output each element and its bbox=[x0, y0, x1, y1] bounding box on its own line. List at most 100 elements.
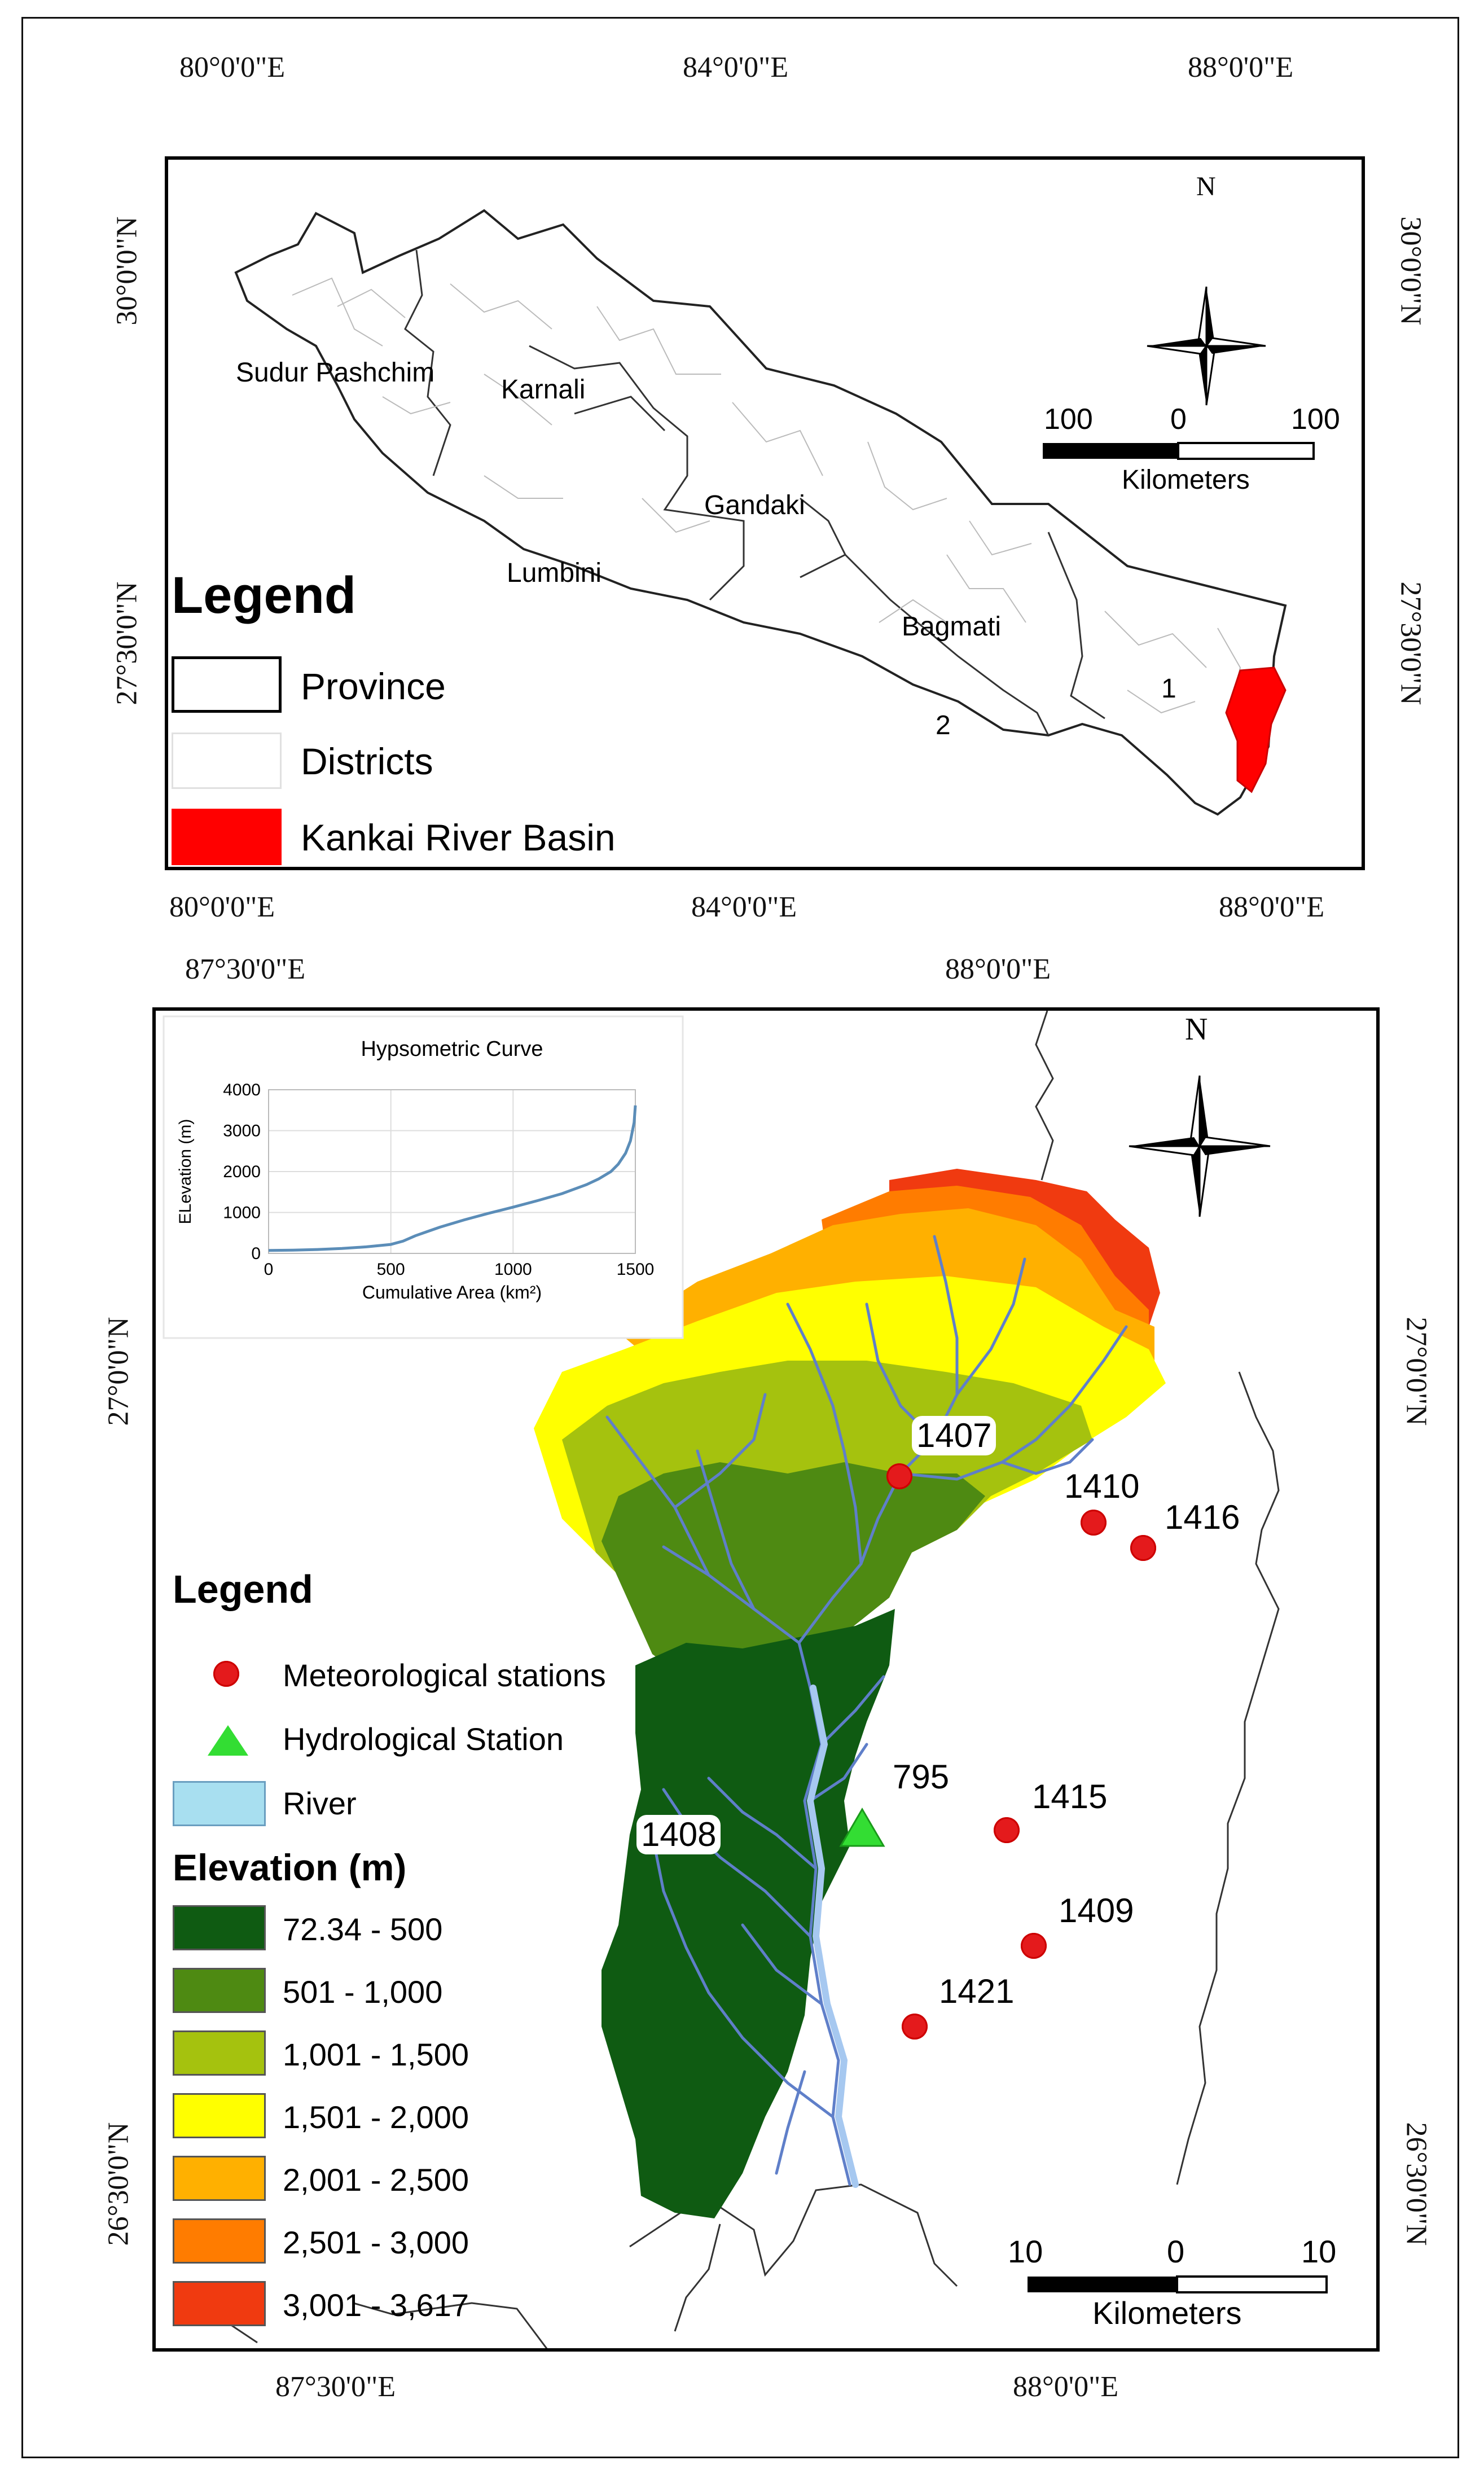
y-tick-label: 0 bbox=[251, 1244, 261, 1263]
elevation-class-label: 72.34 - 500 bbox=[283, 1911, 443, 1947]
bot-lon-label-2: 88°0'0"E bbox=[945, 953, 1051, 985]
met-station-1416-dot bbox=[1130, 1535, 1156, 1561]
elevation-class-swatch bbox=[173, 1968, 266, 2013]
met-station-1421-dot bbox=[902, 2014, 928, 2040]
legend-river-swatch bbox=[173, 1781, 266, 1826]
top-lon-label-1: 80°0'0"E bbox=[179, 51, 286, 84]
y-tick-label: 2000 bbox=[223, 1163, 261, 1181]
province-label-1: 1 bbox=[1161, 674, 1176, 704]
x-axis-label: Cumulative Area (km²) bbox=[362, 1282, 542, 1302]
north-arrow-icon bbox=[1147, 286, 1266, 406]
top-lat-label-left-2: 27°30'0"N bbox=[111, 581, 143, 705]
scale-mid-label: 0 bbox=[1170, 403, 1187, 436]
figure-frame bbox=[21, 17, 1459, 2458]
legend-hydro-label: Hydrological Station bbox=[283, 1721, 564, 1757]
legend-swatch-kankai bbox=[172, 809, 282, 865]
x-tick-label: 1500 bbox=[617, 1260, 655, 1279]
top-map-frame: N 100 0 100 Kilometers Sudur Pashchim Ka… bbox=[165, 156, 1365, 870]
district-boundaries bbox=[292, 277, 1241, 714]
met-station-1409-dot bbox=[1021, 1933, 1047, 1959]
bottom-north-label: N bbox=[1185, 1012, 1208, 1047]
province-label-gandaki: Gandaki bbox=[704, 490, 805, 520]
hypsometric-chart: 0 500 1000 1500 0 1000 2000 3000 4000 Hypsometric… bbox=[176, 1037, 654, 1302]
station-label-795: 795 bbox=[888, 1757, 954, 1797]
elevation-class-swatch bbox=[173, 2218, 266, 2264]
y-tick-label: 4000 bbox=[223, 1081, 261, 1099]
scale-left-label: 100 bbox=[1044, 403, 1093, 436]
legend-met-dot bbox=[213, 1661, 239, 1687]
province-label-karnali: Karnali bbox=[501, 375, 586, 405]
elevation-class-label: 1,001 - 1,500 bbox=[283, 2037, 469, 2072]
legend-label-kankai: Kankai River Basin bbox=[301, 817, 616, 858]
scale-bar-black bbox=[1043, 443, 1178, 459]
scale-bar-white bbox=[1177, 442, 1315, 460]
elevation-class-label: 3,001 - 3,617 bbox=[283, 2287, 469, 2323]
met-station-1407-dot bbox=[886, 1463, 912, 1489]
bottom-north-arrow-icon bbox=[1129, 1075, 1271, 1217]
station-label-1421: 1421 bbox=[934, 1972, 1019, 2011]
station-label-1410: 1410 bbox=[1060, 1467, 1144, 1506]
y-tick-label: 3000 bbox=[223, 1122, 261, 1141]
elevation-class-swatch bbox=[173, 2156, 266, 2201]
bot-lat-label-right-1: 27°0'0"N bbox=[1400, 1317, 1433, 1426]
bottom-legend-title: Legend bbox=[173, 1567, 313, 1611]
elevation-class-swatch bbox=[173, 2093, 266, 2138]
legend-met-label: Meteorological stations bbox=[283, 1657, 606, 1693]
top-lat-label-left-1: 30°0'0"N bbox=[111, 216, 143, 326]
elev-zone-72 bbox=[601, 1609, 895, 2218]
station-label-1407: 1407 bbox=[912, 1416, 996, 1455]
elevation-class-label: 501 - 1,000 bbox=[283, 1974, 443, 2010]
elevation-class-swatch bbox=[173, 1905, 266, 1950]
top-lon-label-bottom-1: 80°0'0"E bbox=[169, 891, 275, 923]
legend-hydro-icon bbox=[208, 1725, 248, 1756]
elevation-class-label: 2,001 - 2,500 bbox=[283, 2162, 469, 2198]
province-label-bagmati: Bagmati bbox=[902, 612, 1002, 642]
y-axis-label: ELevation (m) bbox=[176, 1119, 195, 1225]
x-tick-label: 1000 bbox=[494, 1260, 532, 1279]
legend-swatch-districts bbox=[172, 733, 282, 789]
scale-unit-label: Kilometers bbox=[1122, 465, 1250, 495]
top-lon-label-3: 88°0'0"E bbox=[1188, 51, 1294, 84]
legend-label-districts: Districts bbox=[301, 740, 433, 782]
elev-zone-501 bbox=[601, 1462, 985, 1688]
bottom-scale-unit-label: Kilometers bbox=[1092, 2295, 1242, 2331]
kankai-basin-red bbox=[1225, 666, 1287, 793]
chart-title: Hypsometric Curve bbox=[361, 1037, 543, 1061]
station-label-1408: 1408 bbox=[636, 1815, 721, 1854]
bottom-scale-right-label: 10 bbox=[1301, 2234, 1337, 2269]
legend-elevation-title: Elevation (m) bbox=[173, 1847, 407, 1888]
bot-lon-label-1: 87°30'0"E bbox=[185, 953, 306, 985]
legend-river-label: River bbox=[283, 1786, 357, 1821]
station-label-1409: 1409 bbox=[1054, 1891, 1139, 1931]
legend-swatch-province bbox=[172, 656, 282, 713]
station-label-1415: 1415 bbox=[1028, 1777, 1112, 1817]
plot-area bbox=[268, 1089, 636, 1254]
bottom-scale-black bbox=[1028, 2277, 1177, 2292]
met-station-1410-dot bbox=[1081, 1510, 1107, 1536]
province-label-sudur: Sudur Pashchim bbox=[236, 358, 435, 388]
bottom-scale-left-label: 10 bbox=[1008, 2234, 1043, 2269]
bot-lat-label-left-1: 27°0'0"N bbox=[102, 1317, 135, 1426]
bottom-map-frame: 0 500 1000 1500 0 1000 2000 3000 4000 Hypsometric… bbox=[152, 1007, 1380, 2352]
elevation-class-swatch bbox=[173, 2281, 266, 2326]
top-lon-label-bottom-3: 88°0'0"E bbox=[1219, 891, 1325, 923]
province-label-lumbini: Lumbini bbox=[507, 558, 602, 588]
x-tick-label: 500 bbox=[377, 1260, 405, 1279]
elevation-class-label: 1,501 - 2,000 bbox=[283, 2099, 469, 2135]
bot-lat-label-right-2: 26°30'0"N bbox=[1400, 2122, 1433, 2246]
legend-label-province: Province bbox=[301, 665, 446, 707]
hypsometric-curve-line bbox=[268, 1105, 637, 1252]
elevation-class-swatch bbox=[173, 2030, 266, 2076]
top-lon-label-2: 84°0'0"E bbox=[683, 51, 789, 84]
north-label: N bbox=[1196, 172, 1216, 201]
station-label-1416: 1416 bbox=[1160, 1498, 1245, 1537]
bottom-scale-white bbox=[1176, 2275, 1328, 2293]
top-lon-label-bottom-2: 84°0'0"E bbox=[691, 891, 797, 923]
province-label-2: 2 bbox=[936, 710, 951, 740]
bottom-scale-mid-label: 0 bbox=[1167, 2234, 1185, 2269]
scale-right-label: 100 bbox=[1291, 403, 1340, 436]
x-tick-label: 0 bbox=[264, 1260, 274, 1279]
nepal-outline bbox=[234, 209, 1287, 816]
top-legend-title: Legend bbox=[172, 567, 357, 624]
top-lat-label-right-1: 30°0'0"N bbox=[1394, 216, 1427, 326]
